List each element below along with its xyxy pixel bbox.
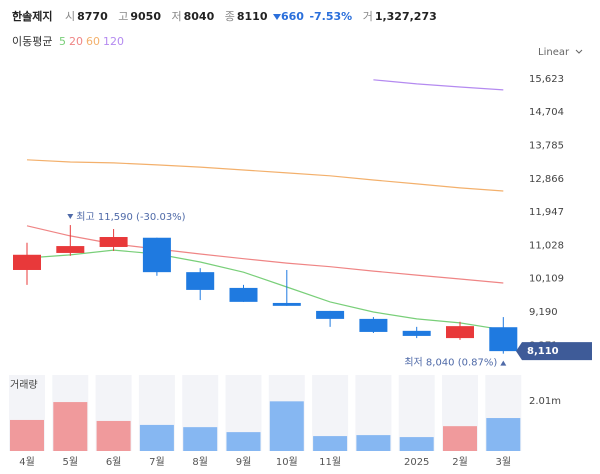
y-tick-label: 2.01m	[529, 396, 561, 407]
change-value: 660	[280, 10, 304, 23]
x-tick-label: 10월	[276, 456, 298, 468]
volume-bar	[53, 402, 88, 451]
volume-bar	[269, 401, 304, 451]
ma-line	[26, 249, 504, 331]
high-label: 고	[118, 10, 129, 23]
volume-value: 1,327,273	[374, 10, 437, 23]
open-value: 8770	[77, 10, 108, 23]
x-tick-label: 2025	[404, 457, 429, 468]
high-value: 9050	[130, 10, 161, 23]
y-tick-label: 14,704	[529, 107, 564, 118]
down-arrow	[272, 14, 281, 20]
volume-bar	[443, 426, 477, 451]
close-label: 종	[224, 10, 235, 23]
low-annotation: 최저 8,040 (0.87%)	[404, 357, 497, 369]
x-tick-label: 5월	[63, 456, 79, 468]
x-tick-label: 6월	[106, 456, 122, 468]
x-tick-label: 9월	[236, 456, 252, 468]
low-label: 저	[171, 10, 182, 23]
volume-bar	[183, 427, 218, 451]
candle-body	[99, 237, 128, 247]
x-tick-label: 4월	[19, 456, 35, 468]
volume-bar	[313, 436, 348, 451]
high-annotation: 최고 11,590 (-30.03%)	[76, 211, 185, 223]
ma-legend-title: 이동평균	[12, 35, 53, 48]
x-tick-label: 2월	[452, 456, 468, 468]
ma-line	[373, 79, 504, 91]
volume-bar	[486, 418, 521, 451]
ma-legend: 이동평균 5 20 60 120	[12, 33, 127, 49]
volume-label: 거	[362, 10, 373, 23]
low-value: 8040	[183, 10, 215, 23]
candle-body	[359, 318, 388, 332]
volume-title: 거래량	[10, 379, 38, 391]
y-tick-label: 10,109	[529, 274, 564, 285]
change-pct: -7.53%	[309, 10, 353, 23]
legend-entry: 60	[85, 35, 100, 48]
candle-body	[56, 246, 85, 253]
close-value: 8110	[236, 10, 268, 23]
candle-body	[142, 237, 171, 273]
y-tick-label: 15,623	[529, 74, 564, 85]
candle-body	[186, 272, 215, 290]
open-label: 시	[64, 10, 76, 23]
ma-line	[26, 225, 504, 284]
y-tick-label: 13,785	[529, 141, 564, 152]
x-tick-label: 3월	[496, 456, 512, 468]
candle-body	[272, 302, 301, 306]
quote-header: 한솔제지 시 8770 고 9050 저 8040 종 8110 660 -7.53% …	[12, 8, 439, 24]
y-tick-label: 9,190	[529, 307, 558, 318]
candle-body	[446, 326, 474, 339]
low-marker	[500, 360, 507, 366]
candle-body	[402, 330, 431, 336]
price-tag	[516, 342, 592, 361]
x-tick-label: 7월	[149, 456, 165, 468]
legend-entry: 20	[68, 35, 83, 48]
volume-bar	[10, 419, 44, 451]
scale-label: Linear	[538, 47, 570, 58]
price-tag-label: 8,110	[527, 346, 559, 357]
stock-name: 한솔제지	[12, 10, 53, 23]
candle-body	[489, 327, 518, 352]
volume-bar	[139, 424, 174, 451]
scale-chevron	[575, 49, 583, 54]
y-tick-label: 11,028	[529, 240, 564, 251]
volume-bar	[399, 437, 434, 451]
ma-line	[26, 159, 504, 192]
legend-entry: 120	[102, 35, 124, 48]
candle-body	[316, 310, 345, 319]
high-marker	[67, 214, 74, 220]
x-tick-label: 8월	[192, 456, 208, 468]
legend-entry: 5	[58, 35, 66, 48]
volume-bar	[356, 435, 391, 451]
x-tick-label: 11월	[319, 456, 341, 468]
y-tick-label: 11,947	[529, 207, 564, 218]
candle-body	[229, 287, 258, 302]
candle-body	[13, 254, 41, 270]
volume-bar	[96, 420, 131, 451]
y-tick-label: 12,866	[529, 174, 564, 185]
volume-bar	[226, 432, 261, 451]
